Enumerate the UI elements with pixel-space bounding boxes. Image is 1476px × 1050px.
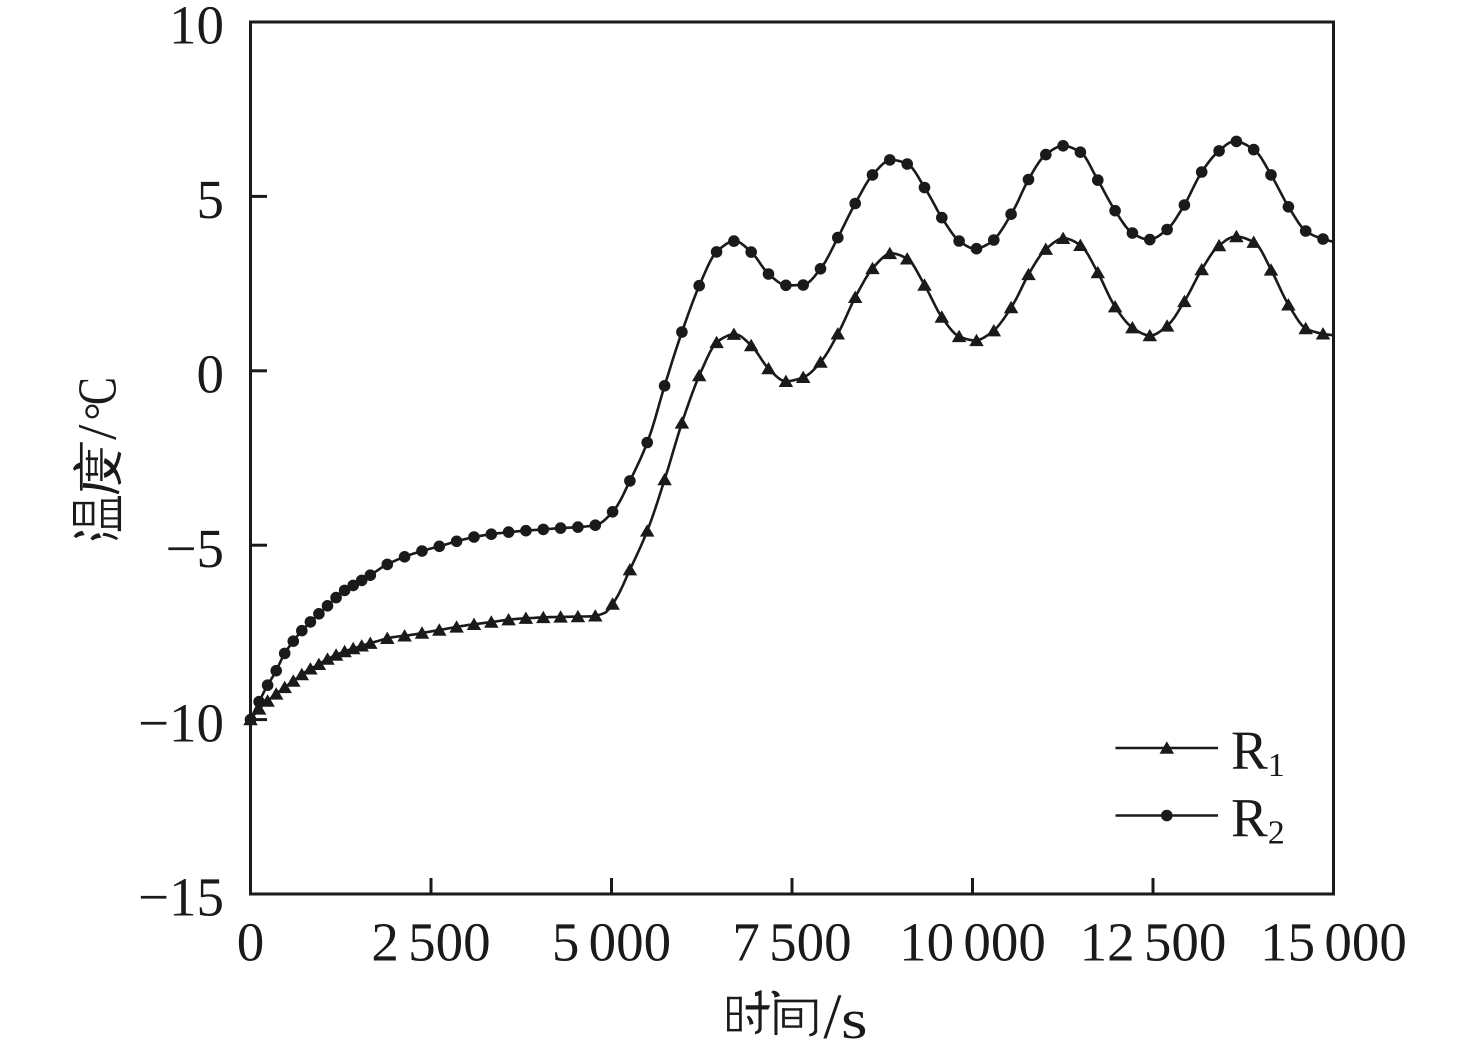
svg-text:−10: −10 <box>138 692 224 753</box>
svg-text:0: 0 <box>197 344 225 405</box>
svg-text:/: / <box>823 981 842 1050</box>
svg-text:s: s <box>841 988 868 1050</box>
svg-text:7 500: 7 500 <box>732 911 851 972</box>
svg-text:−15: −15 <box>138 867 224 928</box>
svg-text:R1: R1 <box>1231 720 1285 784</box>
svg-text:/: / <box>67 424 128 440</box>
svg-text:10 000: 10 000 <box>899 911 1046 972</box>
svg-text:5: 5 <box>197 169 225 230</box>
svg-text:°: ° <box>75 402 126 420</box>
svg-text:0: 0 <box>237 911 265 972</box>
svg-text:15 000: 15 000 <box>1260 911 1407 972</box>
svg-text:C: C <box>66 377 128 405</box>
svg-text:5 000: 5 000 <box>552 911 671 972</box>
svg-text:10: 10 <box>169 0 224 56</box>
svg-text:−5: −5 <box>165 518 224 579</box>
svg-text:12 500: 12 500 <box>1080 911 1227 972</box>
svg-text:2 500: 2 500 <box>371 911 490 972</box>
